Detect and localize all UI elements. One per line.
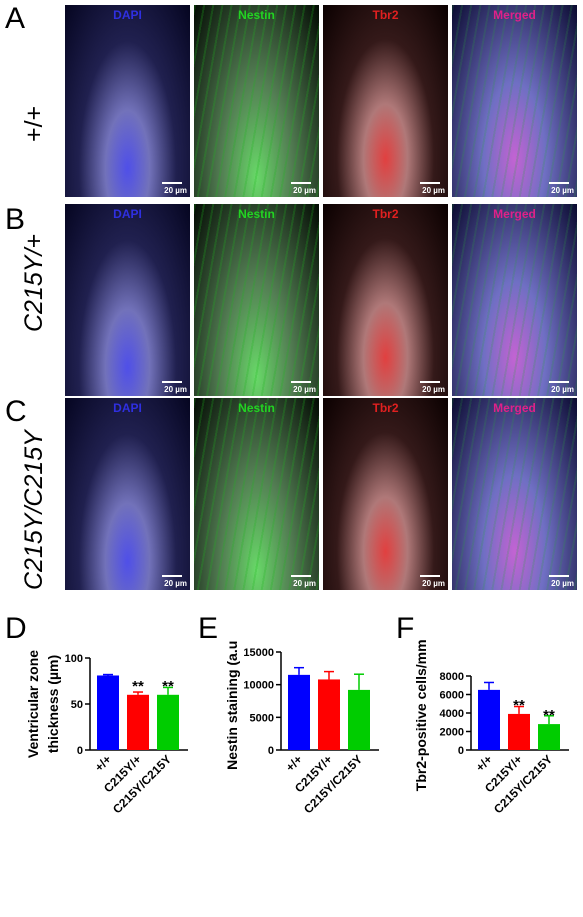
scale-bar-label: 20 µm bbox=[293, 186, 316, 195]
scale-bar-label: 20 µm bbox=[551, 579, 574, 588]
scale-bar bbox=[420, 381, 440, 383]
bar-2 bbox=[348, 689, 370, 750]
genotype-label-hom: C215Y/C215Y bbox=[20, 430, 48, 590]
y-tick-label: 10000 bbox=[243, 680, 274, 692]
scale-bar bbox=[549, 575, 569, 577]
chart-nestin-staining: Nestin staining (a.u.) 0 5000 10000 15000 +/+… bbox=[224, 640, 379, 816]
micrograph-tbr2-c: Tbr2 20 µm bbox=[323, 398, 448, 590]
genotype-label-wt: +/+ bbox=[20, 105, 48, 142]
bar-1 bbox=[318, 679, 340, 750]
x-tick-label: +/+ bbox=[92, 752, 114, 774]
y-tick-label: 5000 bbox=[250, 712, 274, 724]
scale-bar-label: 20 µm bbox=[422, 579, 445, 588]
micrograph-merged-c: Merged 20 µm bbox=[452, 398, 577, 590]
scale-bar-label: 20 µm bbox=[164, 579, 187, 588]
panel-letter-d: D bbox=[5, 612, 27, 645]
y-tick-label: 4000 bbox=[440, 708, 464, 720]
micrograph-tbr2-b: Tbr2 20 µm bbox=[323, 204, 448, 396]
scale-bar bbox=[420, 575, 440, 577]
scale-bar-label: 20 µm bbox=[293, 385, 316, 394]
scale-bar-label: 20 µm bbox=[164, 186, 187, 195]
y-tick-label: 0 bbox=[268, 745, 274, 757]
channel-label: Nestin bbox=[238, 401, 275, 415]
micrograph-nestin-c: Nestin 20 µm bbox=[194, 398, 319, 590]
bar-2 bbox=[157, 694, 179, 750]
y-tick-label: 15000 bbox=[243, 647, 274, 659]
micrograph-dapi-b: DAPI 20 µm bbox=[65, 204, 190, 396]
scale-bar-label: 20 µm bbox=[422, 385, 445, 394]
panel-letter-b: B bbox=[5, 203, 26, 236]
y-axis-label: Ventricular zone bbox=[25, 650, 41, 758]
micrograph-nestin-b: Nestin 20 µm bbox=[194, 204, 319, 396]
panel-letter-f: F bbox=[396, 612, 415, 645]
channel-label: DAPI bbox=[113, 207, 142, 221]
scale-bar bbox=[291, 381, 311, 383]
scale-bar bbox=[549, 182, 569, 184]
y-tick-label: 0 bbox=[77, 745, 83, 757]
panel-letter-a: A bbox=[5, 2, 26, 35]
micrograph-merged-a: Merged 20 µm bbox=[452, 5, 577, 197]
scale-bar-label: 20 µm bbox=[164, 385, 187, 394]
channel-label: Tbr2 bbox=[372, 207, 399, 221]
y-tick-label: 6000 bbox=[440, 690, 464, 702]
y-tick-label: 100 bbox=[65, 653, 83, 665]
chart-tbr2-cells: Tbr2-positive cells/mm² 0 2000 4000 6000 8000… bbox=[413, 640, 569, 816]
scale-bar bbox=[162, 381, 182, 383]
y-axis-label: thickness (µm) bbox=[45, 655, 61, 753]
scale-bar-label: 20 µm bbox=[551, 385, 574, 394]
bar-2 bbox=[538, 724, 560, 750]
y-axis-label: Tbr2-positive cells/mm² bbox=[413, 640, 429, 791]
bar-0 bbox=[97, 675, 119, 750]
bar-0 bbox=[288, 674, 310, 750]
channel-label: Nestin bbox=[238, 207, 275, 221]
genotype-label-het: C215Y/+ bbox=[20, 234, 48, 332]
x-tick-label: +/+ bbox=[283, 752, 305, 774]
scale-bar-label: 20 µm bbox=[422, 186, 445, 195]
y-tick-label: 8000 bbox=[440, 671, 464, 683]
significance-marker: ** bbox=[132, 678, 144, 695]
scale-bar bbox=[291, 182, 311, 184]
panel-letter-e: E bbox=[198, 612, 219, 645]
x-tick-label: +/+ bbox=[473, 752, 495, 774]
significance-marker: ** bbox=[543, 707, 555, 724]
scale-bar-label: 20 µm bbox=[551, 186, 574, 195]
scale-bar bbox=[162, 575, 182, 577]
y-tick-label: 50 bbox=[71, 699, 83, 711]
y-tick-label: 2000 bbox=[440, 727, 464, 739]
significance-marker: ** bbox=[513, 697, 525, 714]
micrograph-nestin-a: Nestin 20 µm bbox=[194, 5, 319, 197]
channel-label: Nestin bbox=[238, 8, 275, 22]
scale-bar bbox=[549, 381, 569, 383]
bar-1 bbox=[127, 694, 149, 750]
channel-label: Merged bbox=[493, 8, 536, 22]
channel-label: Tbr2 bbox=[372, 401, 399, 415]
scale-bar bbox=[162, 182, 182, 184]
y-axis-label: Nestin staining (a.u.) bbox=[224, 640, 240, 770]
significance-marker: ** bbox=[162, 678, 174, 695]
bar-1 bbox=[508, 713, 530, 750]
micrograph-dapi-c: DAPI 20 µm bbox=[65, 398, 190, 590]
channel-label: Merged bbox=[493, 207, 536, 221]
panel-letter-c: C bbox=[5, 395, 27, 428]
channel-label: Merged bbox=[493, 401, 536, 415]
chart-ventricular-zone: Ventricular zone thickness (µm) 0 50 100 +/+ *… bbox=[25, 650, 188, 816]
channel-label: DAPI bbox=[113, 401, 142, 415]
y-tick-label: 0 bbox=[458, 745, 464, 757]
micrograph-dapi-a: DAPI 20 µm bbox=[65, 5, 190, 197]
micrograph-tbr2-a: Tbr2 20 µm bbox=[323, 5, 448, 197]
scale-bar bbox=[420, 182, 440, 184]
channel-label: DAPI bbox=[113, 8, 142, 22]
scale-bar-label: 20 µm bbox=[293, 579, 316, 588]
scale-bar bbox=[291, 575, 311, 577]
bar-0 bbox=[478, 689, 500, 750]
micrograph-merged-b: Merged 20 µm bbox=[452, 204, 577, 396]
channel-label: Tbr2 bbox=[372, 8, 399, 22]
